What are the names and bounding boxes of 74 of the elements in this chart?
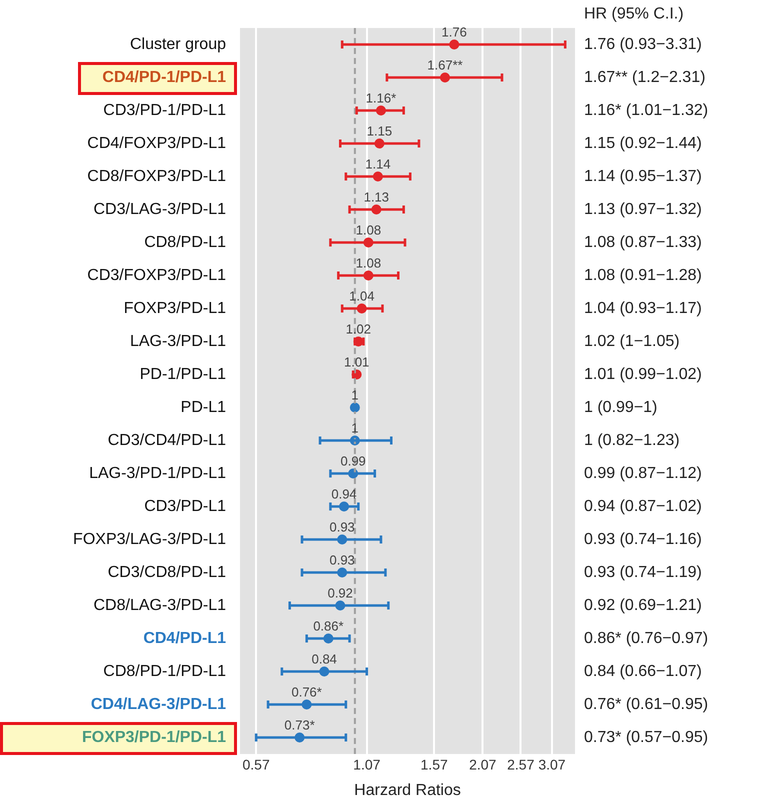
x-tick-label: 3.07 — [538, 756, 566, 772]
data-label: 1.01 — [344, 354, 370, 370]
x-tick-label: 0.57 — [242, 756, 270, 772]
data-label: 0.92 — [328, 586, 353, 601]
text: 1.13 (0.97−1.32) — [584, 200, 702, 218]
data-label: 0.86* — [313, 618, 344, 634]
text: 0.93 (0.74−1.16) — [584, 530, 702, 548]
data-label: 1 — [351, 420, 359, 436]
text: 1.08 (0.87−1.33) — [584, 234, 702, 251]
y-tick-label: CD3/CD4/PD-L1 — [108, 432, 226, 449]
data-label: 1.15 — [366, 124, 392, 139]
text: 0.94 (0.87−1.02) — [584, 498, 702, 515]
data-label: 1.08 — [356, 256, 382, 271]
x-tick-label: 2.57 — [507, 756, 535, 772]
y-tick-label: CD4/FOXP3/PD-L1 — [87, 134, 226, 152]
data-label: 0.76* — [291, 684, 322, 700]
text: 1 (0.82−1.23) — [584, 432, 680, 449]
data-label: 0.93 — [329, 552, 355, 568]
text: 1.76 (0.93−3.31) — [584, 36, 702, 53]
data-label: 1.02 — [346, 322, 372, 337]
text: 1.16* (1.01−1.32) — [584, 102, 708, 119]
y-tick-label: Cluster group — [130, 36, 226, 53]
text: 1.04 (0.93−1.17) — [584, 300, 702, 317]
y-tick-label: CD3/CD8/PD-L1 — [108, 564, 226, 581]
y-tick-label: PD-L1 — [180, 398, 226, 416]
data-label: 1.67** — [427, 58, 463, 73]
text: 1.01 (0.99−1.02) — [584, 366, 702, 383]
x-tick-label: 2.07 — [469, 756, 497, 772]
data-label: 1.04 — [349, 288, 374, 304]
y-tick-label: CD4/PD-1/PD-L1 — [102, 68, 226, 86]
y-tick-label: CD3/LAG-3/PD-L1 — [94, 200, 226, 218]
text: 1.15 (0.92−1.44) — [584, 134, 702, 152]
text: 1 (0.99−1) — [584, 398, 658, 416]
data-label: 0.93 — [329, 520, 355, 535]
text: 1.02 (1−1.05) — [584, 332, 680, 350]
data-label: 1.76 — [442, 24, 467, 40]
y-tick-label: CD3/PD-1/PD-L1 — [103, 102, 226, 119]
y-tick-label: CD3/PD-L1 — [144, 498, 226, 515]
y-tick-label: FOXP3/PD-L1 — [124, 300, 226, 317]
text: 0.92 (0.69−1.21) — [584, 596, 702, 614]
y-tick-label: LAG-3/PD-L1 — [130, 332, 226, 350]
y-tick-label: CD4/LAG-3/PD-L1 — [90, 696, 226, 713]
text: 1.67** (1.2−2.31) — [584, 68, 706, 86]
text: 0.84 (0.66−1.07) — [584, 662, 702, 680]
x-tick-label: 1.57 — [420, 756, 448, 772]
data-label: 0.73* — [284, 718, 315, 733]
text: 0.93 (0.74−1.19) — [584, 564, 702, 581]
y-tick-label: LAG-3/PD-1/PD-L1 — [89, 464, 226, 482]
text: 0.76* (0.61−0.95) — [584, 696, 708, 713]
y-tick-label: CD8/PD-1/PD-L1 — [103, 662, 226, 680]
text: HR (95% C.I.) — [584, 5, 684, 22]
data-label: 1 — [351, 388, 359, 403]
y-tick-label: PD-1/PD-L1 — [140, 366, 226, 383]
text: 0.73* (0.57−0.95) — [584, 728, 708, 746]
text: 1.08 (0.91−1.28) — [584, 266, 702, 284]
data-label: 1.08 — [356, 222, 382, 238]
y-tick-label: CD8/FOXP3/PD-L1 — [87, 168, 226, 185]
text: 1.14 (0.95−1.37) — [584, 168, 702, 185]
data-label: 1.16* — [366, 90, 396, 106]
x-axis-title: Harzard Ratios — [354, 782, 461, 799]
y-tick-label: FOXP3/LAG-3/PD-L1 — [73, 530, 226, 548]
data-label: 0.99 — [340, 454, 366, 469]
data-label: 1.14 — [365, 156, 391, 172]
data-label: 0.94 — [331, 486, 357, 502]
y-tick-label: CD3/FOXP3/PD-L1 — [87, 266, 226, 284]
y-tick-label: CD4/PD-L1 — [143, 630, 226, 647]
x-tick-label: 1.07 — [353, 756, 381, 772]
data-label: 1.13 — [364, 190, 390, 205]
text: 0.99 (0.87−1.12) — [584, 464, 702, 482]
data-label: 0.84 — [312, 652, 337, 667]
y-tick-label: CD8/LAG-3/PD-L1 — [94, 596, 226, 614]
text: 0.86* (0.76−0.97) — [584, 630, 708, 647]
y-tick-label: FOXP3/PD-1/PD-L1 — [82, 728, 226, 746]
y-tick-label: CD8/PD-L1 — [144, 234, 226, 251]
